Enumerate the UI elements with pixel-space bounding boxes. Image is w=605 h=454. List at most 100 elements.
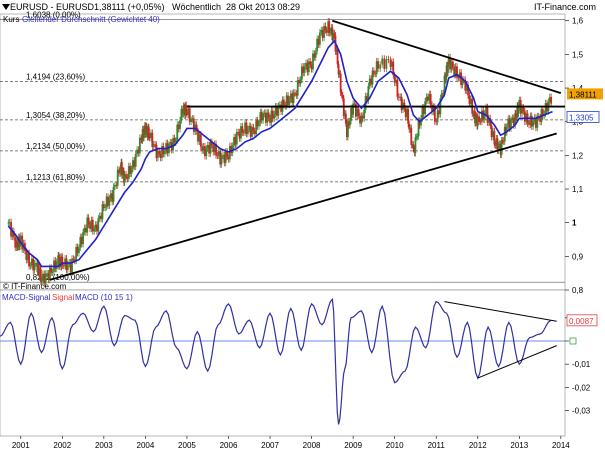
price-bar-body xyxy=(288,99,291,105)
price-bar-body xyxy=(393,75,396,83)
price-bar-body xyxy=(260,112,263,121)
price-bar-body xyxy=(340,92,343,96)
price-y-tick-label: 0,8 xyxy=(572,286,584,295)
price-bar-body xyxy=(26,253,29,260)
price-bar-body xyxy=(21,235,24,250)
price-bar-body xyxy=(476,116,479,127)
x-axis-label: 2005 xyxy=(178,441,196,450)
price-bar-body xyxy=(190,119,193,122)
price-bar-body xyxy=(410,127,413,146)
price-bar-body xyxy=(44,273,47,284)
last-price-label: 1,38111 xyxy=(569,90,597,99)
price-bar-body xyxy=(497,145,500,151)
price-bar-body xyxy=(17,246,19,248)
price-bar-body xyxy=(302,66,305,73)
price-bar-body xyxy=(533,117,536,122)
price-bar-body xyxy=(307,61,310,73)
price-bar-body xyxy=(94,224,97,229)
datetime-label: 28 Okt 2013 08:29 xyxy=(226,2,301,12)
price-bar-body xyxy=(47,273,50,280)
price-bar-body xyxy=(179,120,181,130)
price-bar-body xyxy=(453,67,456,75)
price-bar-body xyxy=(489,118,492,126)
price-bar-body xyxy=(360,115,363,124)
price-bar-body xyxy=(19,235,22,240)
price-bar-body xyxy=(199,134,202,147)
price-bar-body xyxy=(503,126,506,142)
price-bar-body xyxy=(454,66,457,75)
price-bar-body xyxy=(98,215,101,219)
price-bar-body xyxy=(132,160,134,169)
price-bar-body xyxy=(122,170,125,172)
fibonacci-label: 1,1213 (61,80%) xyxy=(26,173,85,182)
price-bar-body xyxy=(204,146,206,157)
price-bar-body xyxy=(51,271,54,273)
price-bar-body xyxy=(83,227,86,233)
price-bar-body xyxy=(213,143,216,153)
price-bar-body xyxy=(333,33,336,36)
price-bar-body xyxy=(136,149,138,154)
price-bar-body xyxy=(332,33,335,41)
price-bar-body xyxy=(176,124,179,141)
macd-plot xyxy=(0,297,565,425)
price-bar-body xyxy=(505,126,508,133)
price-bar-body xyxy=(43,273,46,284)
price-bar-body xyxy=(217,151,220,156)
price-bar-body xyxy=(416,136,419,138)
x-axis-label: 2011 xyxy=(428,441,446,450)
price-bar-body xyxy=(197,131,199,142)
price-bar-body xyxy=(248,126,251,129)
x-axis-label: 2009 xyxy=(344,441,362,450)
price-bar-body xyxy=(345,123,348,138)
price-bar-body xyxy=(502,140,505,142)
price-bar-body xyxy=(475,115,478,118)
price-bar-body xyxy=(296,80,299,96)
price-bar-body xyxy=(438,110,440,115)
price-bar-body xyxy=(222,154,224,156)
price-bar-body xyxy=(71,258,73,273)
price-bar-body xyxy=(528,123,530,125)
price-bar-body xyxy=(96,224,98,232)
price-bar-body xyxy=(512,117,515,126)
price-bar-body xyxy=(299,79,302,84)
fibonacci-label: 1,2134 (50,00%) xyxy=(26,142,85,151)
price-bar-body xyxy=(134,153,137,167)
price-bar-body xyxy=(61,256,64,266)
price-bar-body xyxy=(433,106,436,122)
price-y-tick-label: 1,2 xyxy=(572,151,584,160)
price-bar-body xyxy=(350,108,352,121)
price-bar-body xyxy=(198,134,201,142)
price-bar-body xyxy=(172,138,175,151)
price-bar-body xyxy=(91,219,94,232)
price-bar-body xyxy=(359,115,361,124)
price-bar-body xyxy=(253,131,256,135)
price-bar-body xyxy=(148,136,151,138)
price-bar-body xyxy=(123,174,126,183)
dropdown-arrow-icon[interactable] xyxy=(2,4,10,10)
price-bar-body xyxy=(341,95,344,99)
price-bar-body xyxy=(116,169,119,186)
price-bar-body xyxy=(295,93,298,96)
macd-legend-signal-2: Signal xyxy=(52,293,74,302)
price-bar-body xyxy=(223,154,226,163)
price-bar-body xyxy=(206,145,209,149)
price-bar-body xyxy=(161,146,163,158)
price-bar-body xyxy=(28,253,30,267)
price-bar-body xyxy=(336,48,339,65)
legend-moving-average: Gleitender Durchschnitt (Gewichtet 40) xyxy=(22,15,160,24)
macd-legend-macd: MACD (10 15 1) xyxy=(75,293,133,302)
price-bar-body xyxy=(79,236,82,248)
price-bar-body xyxy=(282,99,285,105)
price-bar-body xyxy=(548,96,551,102)
price-bar-body xyxy=(328,21,331,34)
price-bar-body xyxy=(133,160,136,167)
price-bar-body xyxy=(48,267,51,280)
price-bar-body xyxy=(235,132,238,145)
price-bar-body xyxy=(479,121,482,123)
fibonacci-label: 1,6038 (0,00%) xyxy=(26,10,81,19)
price-bar-body xyxy=(267,112,270,119)
macd-trendline xyxy=(444,301,557,322)
price-bar-body xyxy=(155,144,158,159)
price-bar-body xyxy=(422,107,425,115)
price-bar-body xyxy=(64,258,66,266)
